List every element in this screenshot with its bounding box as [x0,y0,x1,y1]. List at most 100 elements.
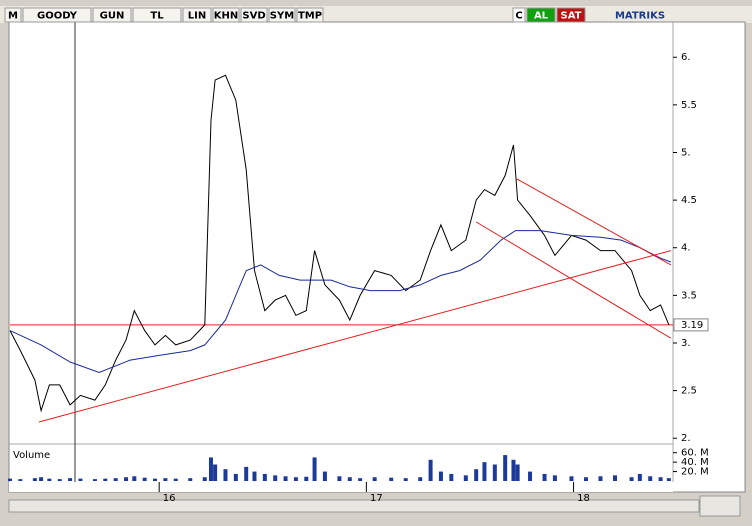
volume-bar [202,477,207,481]
toolbar-button[interactable] [512,7,526,23]
volume-bar [389,477,394,481]
volume-bar [47,478,52,481]
volume-bar [244,466,249,481]
toolbar-label: GUN [100,11,125,22]
toolbar-button[interactable] [268,7,296,23]
volume-bar [463,475,468,481]
toolbar-button[interactable] [526,7,556,23]
volume-bar [474,469,479,481]
brand: MATRIKS [615,11,665,22]
y-tick-label: 3.5 [681,290,697,301]
price-line [515,177,672,266]
volume-bar [503,455,508,481]
nav-buttons[interactable] [699,495,741,517]
toolbar-button[interactable] [4,7,22,23]
volume-bar [103,478,108,481]
volume-bar [583,477,588,481]
volume-bar [273,475,278,481]
volume-bar [358,478,363,481]
volume-bar [78,478,83,481]
volume-bar [322,471,327,481]
volume-bar [372,477,377,481]
toolbar-button[interactable] [22,7,92,23]
x-tick-label: 16 [163,493,176,504]
scrollbar[interactable] [8,499,700,513]
volume-bar [92,479,97,481]
volume-bar [32,478,37,481]
volume-bar [637,473,642,481]
price-line [9,230,672,374]
y-tick-label: 5. [681,147,691,158]
volume-bar [449,473,454,481]
volume-bar [173,478,178,481]
volume-bar [482,462,487,481]
volume-bar [262,473,267,481]
price-line [38,250,672,423]
y-tick-label: 60. M [681,448,709,459]
toolbar-label: SVD [242,11,265,22]
volume-bar [223,469,228,481]
toolbar-label: C [515,11,522,22]
toolbar-button[interactable] [556,7,586,23]
y-tick-label: 6. [681,52,691,63]
volume-bar [132,476,137,481]
volume-bar [293,477,298,481]
volume-bar [252,471,257,481]
toolbar-label: SAT [561,11,582,22]
toolbar-button[interactable] [212,7,240,23]
volume-bar [542,473,547,481]
toolbar-button[interactable] [296,7,324,23]
y-tick-label: 2. [681,433,691,444]
volume-bar [629,477,634,481]
volume-bar [438,471,443,481]
volume-bar [57,479,62,481]
volume-bar [283,476,288,481]
volume-bar [163,478,168,481]
volume-bar [142,477,147,481]
y-tick-label: 2.5 [681,386,697,397]
volume-bar [528,471,533,481]
price-line [475,221,672,339]
volume-bar [569,476,574,481]
volume-bar [39,477,44,481]
volume-bar [658,477,663,481]
volume-bar [511,459,516,481]
volume-bar [312,457,317,481]
toolbar-button[interactable] [92,7,132,23]
y-tick-label: 5.5 [681,100,697,111]
volume-bar [233,473,238,481]
volume-bar [612,475,617,481]
volume-bar [598,476,603,481]
chart-panel [8,21,746,493]
volume-bar [213,464,218,481]
volume-bar [337,476,342,481]
y-tick-label: 40. M [681,457,709,468]
toolbar-button[interactable] [182,7,212,23]
volume-bar [347,477,352,481]
toolbar-button[interactable] [132,7,182,23]
volume-bar [153,478,158,481]
volume-bar [418,477,423,481]
y-tick-label: 3. [681,338,691,349]
toolbar-label: TL [150,11,164,22]
price-marker-label: 3.19 [681,320,703,331]
toolbar-label: GOODY [37,11,78,22]
toolbar-label: AL [534,11,549,22]
volume-bar [113,478,118,481]
x-tick-label: 17 [370,493,383,504]
volume-bar [552,475,557,481]
panel-title: Volume [13,450,50,461]
volume-bar [304,476,309,481]
toolbar-button[interactable] [240,7,268,23]
volume-bar [492,464,497,481]
volume-bar [648,476,653,481]
x-axis-strip [9,482,673,492]
volume-bar [18,479,23,481]
y-tick-label: 4. [681,243,691,254]
price-marker [673,318,709,332]
toolbar-label: LIN [188,11,206,22]
y-tick-label: 4.5 [681,195,697,206]
volume-bar [208,457,213,481]
volume-bar [188,478,193,481]
